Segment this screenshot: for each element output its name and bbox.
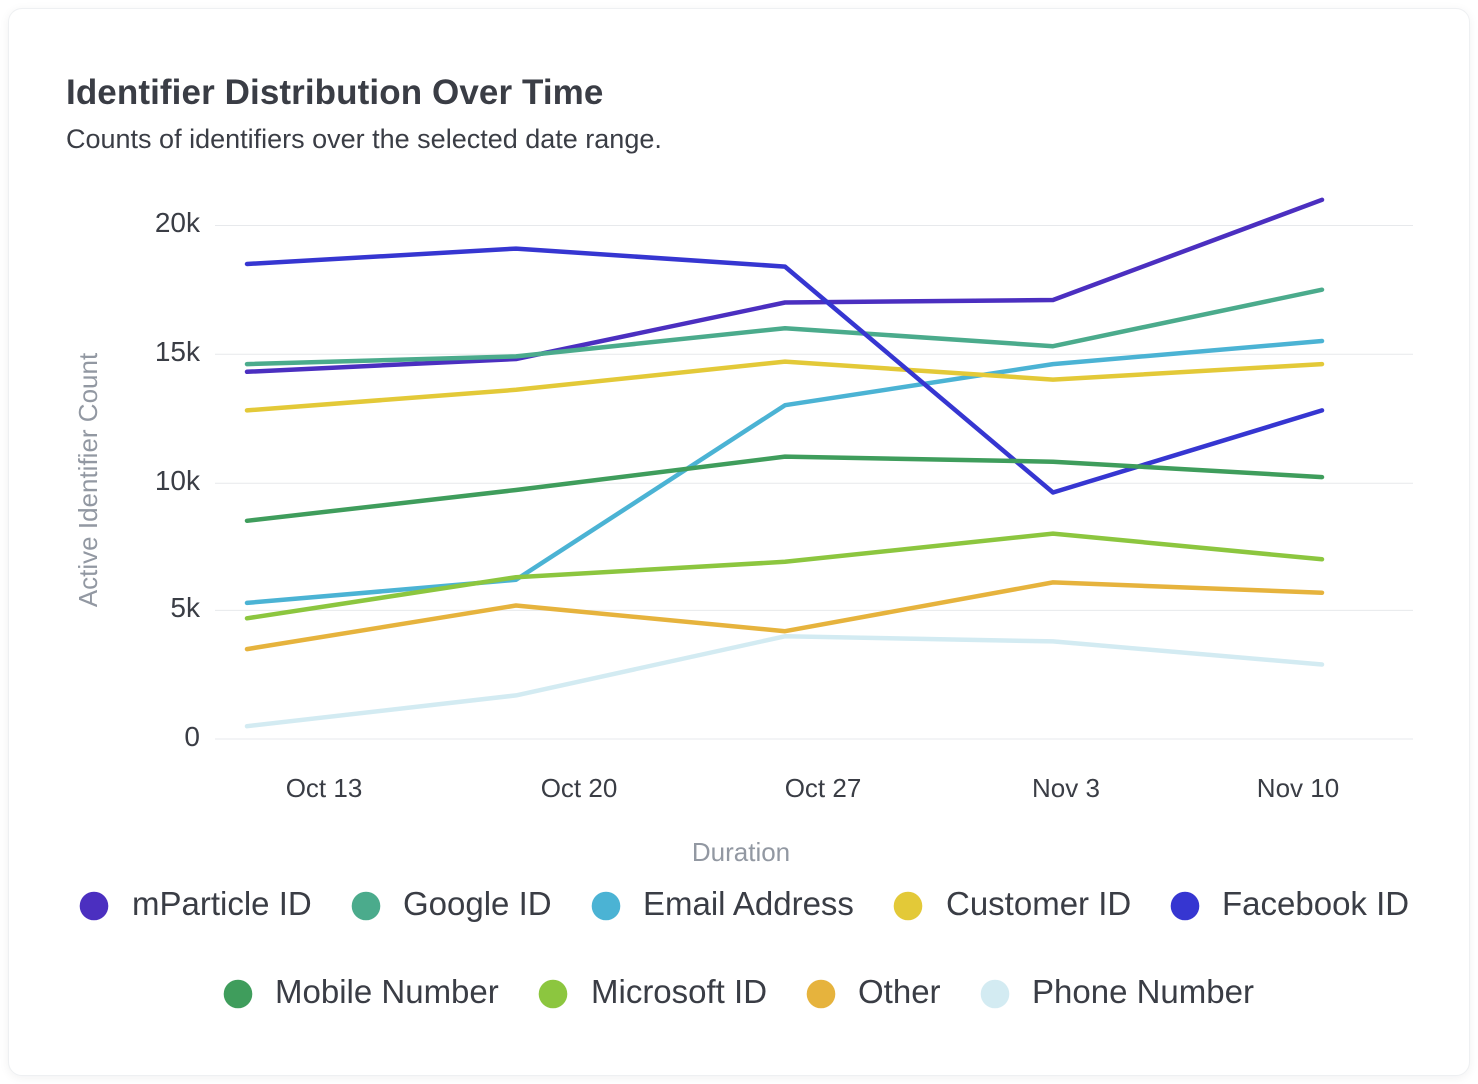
svg-text:15k: 15k: [155, 336, 201, 367]
svg-text:5k: 5k: [170, 592, 201, 623]
svg-text:Nov 10: Nov 10: [1257, 773, 1339, 803]
svg-text:Active Identifier Count: Active Identifier Count: [73, 352, 103, 607]
svg-text:Customer ID: Customer ID: [946, 885, 1131, 922]
svg-text:10k: 10k: [155, 465, 201, 496]
svg-text:Email Address: Email Address: [643, 885, 854, 922]
svg-text:Oct 27: Oct 27: [785, 773, 862, 803]
svg-text:Mobile Number: Mobile Number: [275, 973, 499, 1010]
svg-text:Nov 3: Nov 3: [1032, 773, 1100, 803]
svg-text:Oct 20: Oct 20: [541, 773, 618, 803]
svg-text:Facebook ID: Facebook ID: [1222, 885, 1409, 922]
svg-text:Duration: Duration: [692, 837, 790, 867]
svg-text:20k: 20k: [155, 207, 201, 238]
svg-text:Microsoft ID: Microsoft ID: [591, 973, 767, 1010]
svg-text:0: 0: [184, 721, 200, 752]
svg-text:Oct 13: Oct 13: [286, 773, 363, 803]
svg-text:Google ID: Google ID: [403, 885, 552, 922]
svg-text:Other: Other: [858, 973, 941, 1010]
svg-text:mParticle ID: mParticle ID: [132, 885, 312, 922]
svg-text:Phone Number: Phone Number: [1032, 973, 1254, 1010]
